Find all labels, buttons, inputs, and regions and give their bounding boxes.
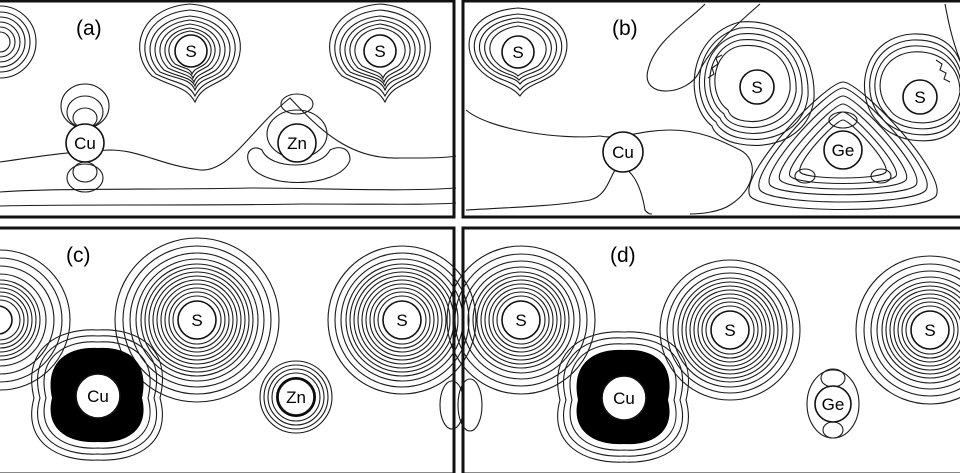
panel-a-atom-cu-label: Cu (74, 134, 96, 153)
panel-b-atom-s-3-label: S (914, 88, 925, 107)
panel-c-atom-zn: Zn (277, 378, 315, 416)
panel-d-atom-s-3: S (910, 310, 950, 350)
panel-b-ge-contours (748, 81, 938, 210)
panel-d-contours (446, 245, 960, 463)
panel-a-frame (0, 0, 456, 219)
panel-d-atom-s-1-label: S (515, 311, 526, 330)
panel-c-atom-s-edge: S (0, 305, 13, 335)
panel-a-atom-s-1: S (174, 34, 208, 68)
panel-d-atom-s-1: S (501, 300, 541, 340)
panel-c-atom-zn-label: Zn (286, 388, 306, 407)
panel-b-atom-s-3: S (902, 79, 938, 115)
panel-c-atom-s-1-label: S (191, 311, 202, 330)
panel-b-s2-contours (693, 21, 815, 146)
panel-b-atom-s-2: S (739, 69, 775, 105)
panel-a-label: (a) (76, 17, 102, 40)
panel-a-atom-s-2: S (363, 34, 397, 68)
panel-a: (a) S S Cu Zn (0, 0, 457, 219)
panel-d-atom-s-3-label: S (924, 321, 935, 340)
panel-d-atom-ge-label: Ge (822, 395, 845, 414)
panel-c-atom-s-1: S (177, 300, 217, 340)
panel-a-contours (0, 3, 457, 207)
panel-b-atom-cu: Cu (602, 131, 644, 173)
panel-a-s1-contours (139, 3, 241, 104)
panel-b: (b) S S S Cu Ge (461, 0, 960, 219)
panel-d-atom-cu: Cu (601, 375, 647, 421)
panel-c-atom-cu-label: Cu (87, 387, 109, 406)
panel-b-atom-s-2-label: S (751, 78, 762, 97)
panel-d-s1-contours (446, 245, 596, 395)
panel-b-s1-contours (468, 7, 568, 97)
panel-b-atom-s-1-label: S (512, 43, 523, 62)
panel-a-atom-s-1-label: S (185, 42, 196, 61)
panel-b-atom-ge: Ge (823, 130, 863, 170)
panel-b-contours (465, 3, 960, 215)
panel-d-atom-ge: Ge (814, 385, 852, 423)
panel-d-atom-s-2-label: S (724, 321, 735, 340)
panel-c-atom-s-2: S (382, 300, 422, 340)
panel-a-atom-s-2-label: S (374, 42, 385, 61)
panel-b-frame (461, 0, 960, 219)
panel-c-edge-s-contours (0, 249, 71, 391)
panel-d: (d) S S S Cu Ge (446, 226, 960, 473)
panel-a-s2-contours (329, 3, 431, 104)
panel-c-contours (0, 237, 477, 461)
panel-d-label: (d) (610, 244, 636, 267)
panel-b-wiggle-1 (707, 54, 723, 79)
panel-c-atom-cu: Cu (75, 373, 121, 419)
panel-b-atom-s-1: S (501, 35, 535, 69)
panel-d-atom-cu-label: Cu (613, 389, 635, 408)
panel-b-atom-ge-label: Ge (832, 141, 855, 160)
panel-d-atom-s-2: S (710, 310, 750, 350)
panel-a-atom-zn: Zn (277, 123, 317, 163)
panel-b-wiggle-2 (935, 59, 951, 83)
panel-a-atom-cu: Cu (65, 123, 105, 163)
panel-d-edge-lobe (457, 378, 483, 432)
panel-d-s2-contours (659, 259, 801, 401)
panel-c-s2-contours (327, 245, 477, 395)
panel-a-atom-zn-label: Zn (287, 134, 307, 153)
panel-c: (c) S S S Cu Zn (0, 226, 477, 473)
panel-c-label: (c) (66, 244, 91, 267)
panel-b-label: (b) (612, 17, 638, 40)
panel-d-s3-contours (855, 255, 960, 405)
panel-c-atom-s-2-label: S (396, 311, 407, 330)
panel-b-atom-cu-label: Cu (612, 143, 634, 162)
panel-a-edge-atom-contours (0, 5, 37, 79)
panel-c-s1-contours (114, 237, 280, 403)
